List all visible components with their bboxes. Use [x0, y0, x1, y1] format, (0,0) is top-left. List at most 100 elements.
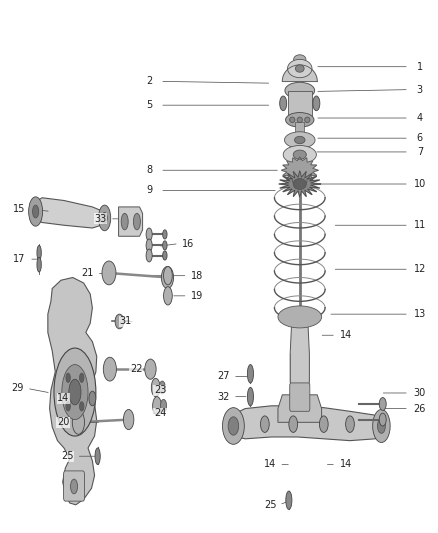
- Ellipse shape: [280, 96, 287, 111]
- Ellipse shape: [146, 228, 152, 241]
- Text: 13: 13: [414, 309, 426, 319]
- Text: 21: 21: [81, 268, 93, 278]
- Text: 11: 11: [414, 220, 426, 230]
- Ellipse shape: [89, 391, 96, 406]
- Ellipse shape: [95, 448, 100, 464]
- Text: 1: 1: [417, 62, 423, 71]
- Ellipse shape: [151, 378, 160, 397]
- Text: 5: 5: [146, 100, 152, 110]
- Text: 23: 23: [154, 385, 166, 395]
- Ellipse shape: [37, 257, 41, 272]
- Polygon shape: [282, 157, 318, 184]
- Ellipse shape: [289, 416, 297, 432]
- Text: 15: 15: [13, 204, 26, 214]
- Ellipse shape: [152, 397, 161, 415]
- Text: 17: 17: [13, 254, 26, 264]
- Ellipse shape: [379, 398, 386, 410]
- Ellipse shape: [293, 150, 306, 159]
- Ellipse shape: [293, 179, 306, 190]
- FancyBboxPatch shape: [290, 383, 310, 411]
- Ellipse shape: [145, 359, 156, 379]
- Polygon shape: [278, 395, 321, 422]
- Text: 25: 25: [61, 451, 73, 461]
- Text: 6: 6: [417, 133, 423, 143]
- Text: 10: 10: [414, 179, 426, 189]
- Ellipse shape: [124, 409, 134, 430]
- Polygon shape: [48, 278, 97, 505]
- Text: 24: 24: [154, 408, 166, 418]
- Ellipse shape: [102, 261, 116, 285]
- Polygon shape: [279, 171, 321, 197]
- Ellipse shape: [102, 213, 107, 223]
- Ellipse shape: [319, 416, 328, 432]
- Polygon shape: [290, 317, 309, 399]
- Polygon shape: [283, 65, 317, 82]
- Ellipse shape: [146, 239, 152, 252]
- Ellipse shape: [32, 205, 39, 218]
- Polygon shape: [288, 91, 312, 120]
- Ellipse shape: [283, 146, 316, 164]
- Text: 14: 14: [57, 393, 69, 403]
- Ellipse shape: [163, 287, 172, 305]
- Ellipse shape: [160, 399, 166, 412]
- Ellipse shape: [37, 245, 41, 260]
- Text: 22: 22: [130, 364, 142, 374]
- Ellipse shape: [247, 387, 254, 406]
- Ellipse shape: [278, 306, 321, 328]
- Text: 32: 32: [217, 392, 230, 402]
- Ellipse shape: [99, 205, 111, 231]
- Text: 8: 8: [146, 165, 152, 175]
- Ellipse shape: [379, 413, 386, 426]
- Ellipse shape: [80, 402, 84, 411]
- Text: 9: 9: [146, 185, 152, 196]
- Text: 7: 7: [417, 147, 423, 157]
- Text: 29: 29: [11, 383, 24, 393]
- Text: 31: 31: [119, 317, 131, 327]
- Ellipse shape: [69, 379, 81, 405]
- Ellipse shape: [163, 266, 172, 285]
- Ellipse shape: [159, 381, 165, 394]
- Ellipse shape: [115, 314, 124, 329]
- Text: 33: 33: [94, 214, 106, 224]
- Ellipse shape: [62, 365, 88, 419]
- Ellipse shape: [290, 117, 295, 123]
- FancyBboxPatch shape: [64, 471, 85, 501]
- Polygon shape: [295, 122, 304, 135]
- Ellipse shape: [54, 348, 96, 436]
- Ellipse shape: [295, 65, 304, 72]
- Text: 14: 14: [339, 459, 352, 470]
- Text: 14: 14: [265, 459, 277, 470]
- Ellipse shape: [66, 373, 71, 382]
- Text: 25: 25: [264, 500, 276, 510]
- Ellipse shape: [373, 409, 390, 442]
- Ellipse shape: [313, 96, 320, 111]
- Ellipse shape: [71, 479, 78, 494]
- Ellipse shape: [247, 365, 254, 383]
- Text: 2: 2: [146, 76, 152, 86]
- Polygon shape: [31, 198, 110, 228]
- Text: 3: 3: [417, 85, 423, 94]
- Ellipse shape: [228, 417, 239, 435]
- Ellipse shape: [146, 249, 152, 262]
- Ellipse shape: [288, 59, 312, 78]
- Text: 26: 26: [413, 403, 426, 414]
- Text: 19: 19: [191, 291, 203, 301]
- Text: 20: 20: [57, 417, 69, 427]
- Ellipse shape: [134, 213, 141, 230]
- Ellipse shape: [261, 416, 269, 432]
- Ellipse shape: [285, 82, 314, 99]
- Ellipse shape: [161, 266, 173, 288]
- Ellipse shape: [285, 132, 315, 148]
- Ellipse shape: [346, 416, 354, 432]
- Text: 14: 14: [339, 330, 352, 340]
- Ellipse shape: [103, 357, 117, 381]
- Ellipse shape: [162, 241, 167, 250]
- Ellipse shape: [286, 491, 292, 510]
- Ellipse shape: [121, 213, 128, 230]
- Text: 12: 12: [413, 264, 426, 274]
- Ellipse shape: [28, 197, 42, 226]
- Polygon shape: [119, 207, 143, 236]
- Text: 16: 16: [182, 239, 194, 248]
- Ellipse shape: [293, 55, 306, 64]
- Ellipse shape: [286, 112, 314, 127]
